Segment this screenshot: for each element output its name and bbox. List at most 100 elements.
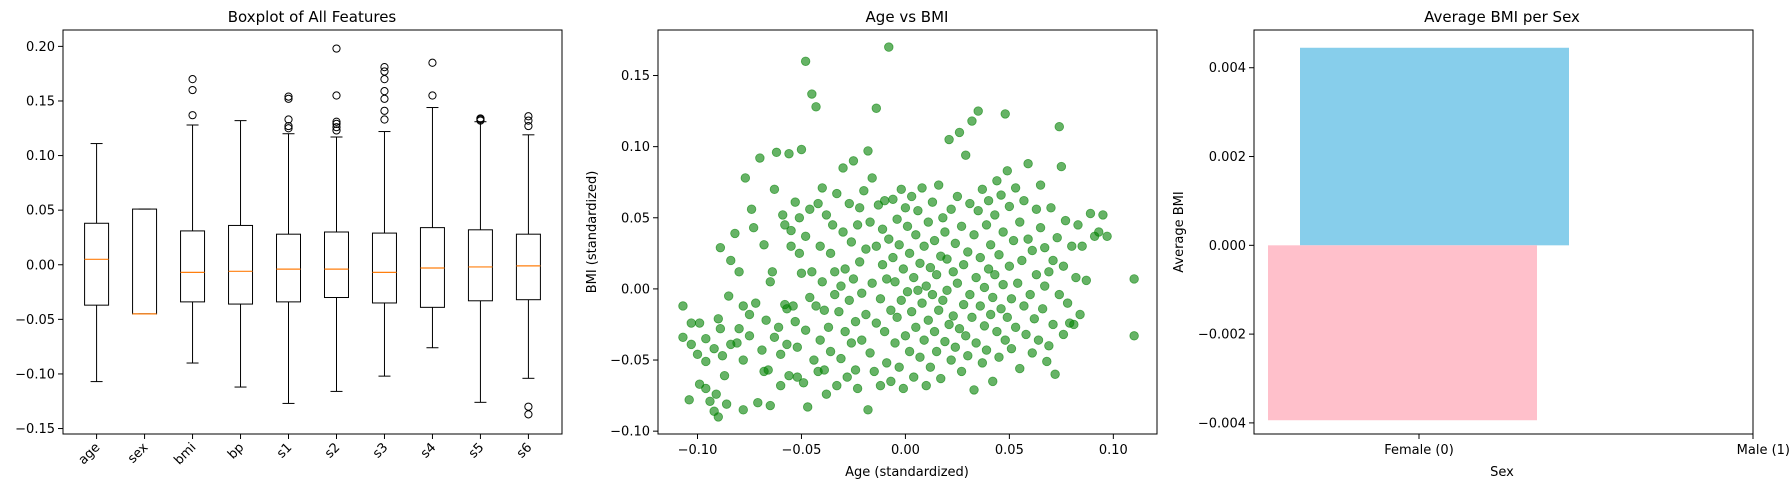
scatter-point — [775, 380, 786, 391]
scatter-point — [933, 180, 944, 190]
scatter-point — [850, 365, 861, 375]
scatter-point — [979, 321, 990, 331]
scatter-point — [921, 380, 931, 391]
outlier-point — [284, 92, 293, 101]
scatter-point — [1048, 255, 1058, 266]
scatter-point — [730, 228, 740, 239]
scatter-point — [938, 295, 948, 305]
scatter-point — [848, 156, 859, 166]
scatter-point — [1035, 223, 1046, 233]
scatter-point — [794, 248, 805, 259]
scatter-ytick-label: 0.00 — [621, 282, 650, 297]
scatter-point — [1010, 322, 1021, 333]
bar-xtick-label: Female (0) — [1384, 443, 1454, 458]
scatter-point — [917, 183, 927, 193]
scatter-point — [838, 227, 848, 237]
boxplot-marks — [84, 44, 541, 419]
box-age — [84, 143, 110, 383]
scatter-point — [738, 301, 748, 311]
outlier-point — [284, 94, 293, 103]
bar-ytick-label: 0.004 — [1209, 61, 1246, 76]
scatter-point — [1010, 183, 1021, 193]
scatter-point — [744, 309, 755, 320]
scatter-point — [738, 355, 748, 365]
scatter-xtick-label: 0.00 — [891, 443, 920, 458]
scatter-point — [857, 335, 867, 345]
scatter-point — [844, 295, 854, 305]
scatter-point — [815, 241, 825, 251]
scatter-point — [701, 383, 711, 394]
scatter-point — [1002, 312, 1013, 323]
scatter-point — [996, 190, 1006, 200]
scatter-point — [894, 362, 904, 372]
outlier-point — [332, 123, 341, 132]
scatter-point — [1058, 329, 1069, 340]
scatter-point — [975, 301, 985, 311]
scatter-title: Age vs BMI — [866, 8, 949, 26]
scatter-point — [842, 372, 852, 382]
bar-x-label: Sex — [1490, 465, 1514, 480]
scatter-point — [871, 241, 882, 251]
scatter-point — [692, 349, 703, 360]
scatter-point — [958, 299, 969, 310]
scatter-point — [759, 240, 769, 250]
boxplot-ytick-label: −0.10 — [15, 367, 55, 382]
scatter-point — [1002, 166, 1013, 176]
scatter-point — [790, 316, 800, 327]
scatter-point — [888, 252, 898, 263]
scatter-point — [1023, 234, 1033, 244]
scatter-point — [929, 235, 940, 246]
scatter-point — [886, 376, 896, 387]
scatter-xtick-label: −0.05 — [782, 443, 822, 458]
scatter-point — [751, 298, 761, 308]
bar-1 — [1268, 245, 1537, 421]
scatter-point — [944, 134, 954, 145]
bar-title: Average BMI per Sex — [1424, 8, 1580, 26]
scatter-point — [844, 198, 854, 209]
scatter-point — [961, 150, 971, 160]
scatter-point — [1046, 203, 1056, 213]
scatter-point — [811, 102, 821, 112]
scatter-point — [846, 237, 857, 247]
scatter-point — [757, 345, 767, 355]
scatter-point — [882, 358, 892, 368]
scatter-point — [834, 306, 844, 317]
outlier-point — [380, 115, 389, 124]
boxplot-ytick-label: 0.10 — [26, 149, 55, 164]
boxplot-frame — [62, 29, 563, 435]
scatter-point — [877, 260, 888, 270]
scatter-point — [1019, 196, 1029, 206]
bar-y-axis: −0.004 −0.002 0.000 0.002 0.004 — [1198, 61, 1254, 431]
iqr-box — [323, 231, 349, 299]
scatter-point — [740, 173, 751, 183]
scatter-point — [821, 389, 832, 399]
scatter-point — [977, 184, 988, 195]
scatter-xtick-label: 0.05 — [995, 443, 1024, 458]
scatter-point — [786, 225, 796, 236]
scatter-point — [811, 301, 821, 311]
scatter-point — [1058, 261, 1069, 271]
scatter-point — [1033, 335, 1044, 345]
scatter-x-axis: −0.10 −0.05 0.00 0.05 0.10 — [678, 434, 1128, 458]
outlier-point — [332, 44, 341, 53]
scatter-point — [948, 267, 958, 277]
scatter-ytick-label: 0.05 — [621, 211, 650, 226]
scatter-point — [933, 305, 944, 315]
scatter-point — [954, 127, 965, 138]
iqr-box — [84, 222, 110, 306]
iqr-box — [276, 233, 302, 303]
scatter-point — [854, 257, 865, 267]
outlier-point — [524, 116, 533, 125]
boxplot-ytick-label: 0.05 — [26, 204, 55, 219]
bar-frame — [1253, 29, 1754, 435]
scatter-point — [850, 316, 861, 327]
scatter-point — [886, 305, 896, 315]
scatter-point — [1054, 122, 1064, 132]
bar-xtick-label: Male (1) — [1737, 443, 1790, 458]
scatter-point — [734, 267, 744, 277]
scatter-point — [965, 289, 975, 300]
scatter-y-axis: −0.10 −0.05 0.00 0.05 0.10 0.15 — [610, 69, 658, 440]
scatter-point — [971, 272, 981, 283]
scatter-point — [911, 322, 921, 333]
scatter-frame — [657, 29, 1158, 435]
